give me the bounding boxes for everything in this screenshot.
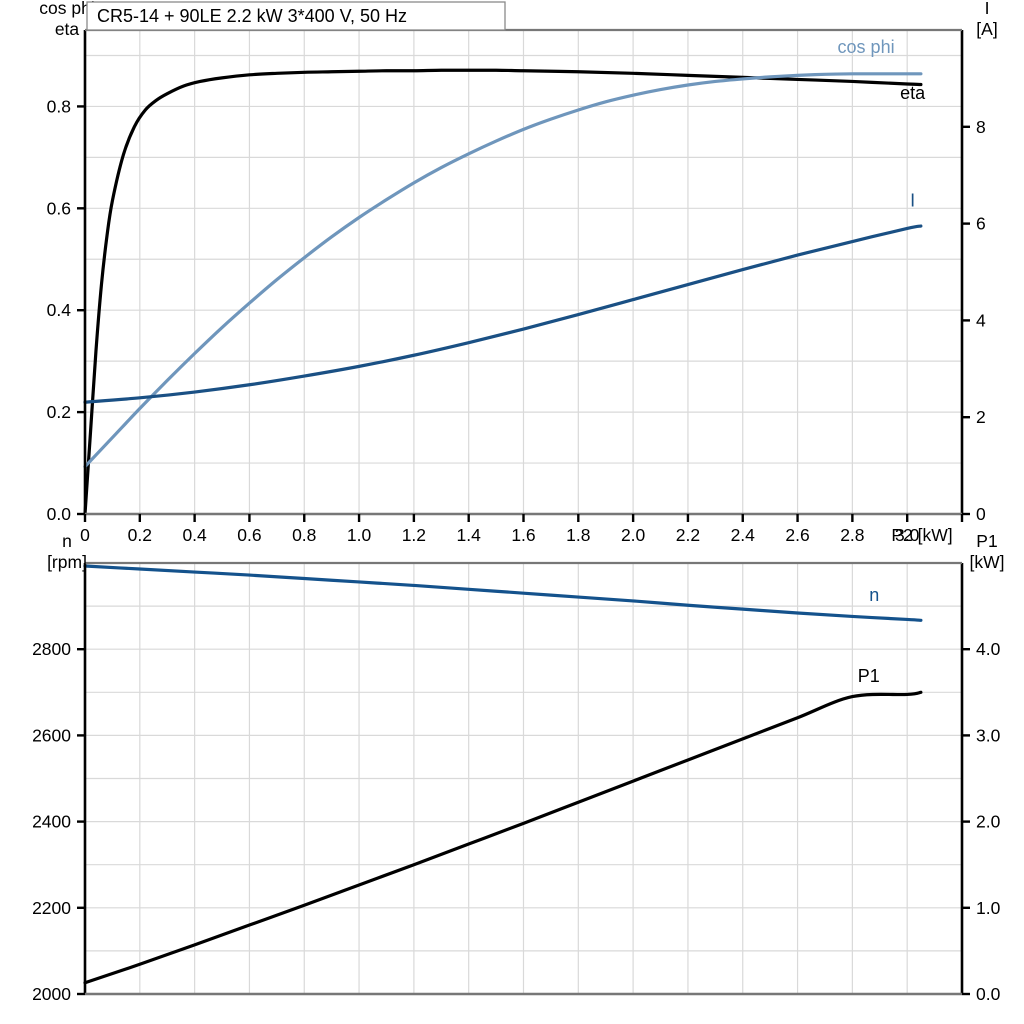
curve-I xyxy=(83,224,923,404)
tick-label-right: 2.0 xyxy=(976,812,1001,832)
tick-label-right: 3.0 xyxy=(976,725,1001,745)
tick-label-right: 0 xyxy=(976,504,986,524)
axis-title-left: cos phi xyxy=(39,0,94,18)
tick-label-right: 1.0 xyxy=(976,898,1001,918)
axis-title-left: n xyxy=(62,531,72,551)
title-box-frame xyxy=(86,1,506,31)
tick-label-bottom: 0.2 xyxy=(128,525,152,545)
tick-label-bottom: 2.0 xyxy=(621,525,646,545)
tick-label-left: 2800 xyxy=(32,639,71,659)
tick-label-right: 6 xyxy=(976,214,986,234)
tick-label-left: 2400 xyxy=(32,812,71,832)
curve-labels: eta cos phi I xyxy=(838,37,927,211)
tick-label-right: 0.0 xyxy=(976,984,1001,1004)
tick-label-right: 8 xyxy=(976,117,986,137)
tick-label-bottom: 0 xyxy=(80,525,90,545)
tick-label-left: 0.4 xyxy=(47,300,72,320)
curve-label-I: I xyxy=(910,191,915,211)
tick-label-left: 0.6 xyxy=(47,198,71,218)
curve-label-n: n xyxy=(869,585,879,605)
curve-n xyxy=(83,564,923,622)
curve-cos_phi xyxy=(83,72,923,469)
tick-label-bottom: 2.8 xyxy=(840,525,864,545)
tick-label-left: 0.2 xyxy=(47,402,71,422)
plot-frame xyxy=(83,561,964,996)
tick-label-left: 0.0 xyxy=(47,504,72,524)
tick-label-bottom: 1.0 xyxy=(347,525,372,545)
tick-label-bottom: 0.6 xyxy=(237,525,261,545)
title-box: CR5-14 + 90LE 2.2 kW 3*400 V, 50 Hz xyxy=(86,1,506,31)
curve-label-P1: P1 xyxy=(858,666,880,686)
axis-title-right: [A] xyxy=(976,19,997,39)
chart-title: CR5-14 + 90LE 2.2 kW 3*400 V, 50 Hz xyxy=(97,6,407,26)
curve-label-cos_phi: cos phi xyxy=(838,37,895,57)
tick-label-right: 4 xyxy=(976,310,986,330)
ticks-and-labels: 2000 2200 2400 2600 2800 0.0 1.0 2.0 3.0 4.0 xyxy=(32,639,1001,1004)
axis-title-bottom: P2 [kW] xyxy=(891,525,952,545)
ticks-and-labels: 0.0 0.2 0.4 0.6 0.8 0 2 4 6 8 0 0.2 0.4 0.6 0.8 1.0 1.2 1… xyxy=(47,96,986,545)
axis-titles: n[rpm] P1[kW] xyxy=(47,531,1004,572)
axis-title-right: P1 xyxy=(976,531,997,551)
tick-label-bottom: 2.6 xyxy=(785,525,809,545)
tick-label-bottom: 1.4 xyxy=(457,525,482,545)
tick-label-right: 2 xyxy=(976,407,986,427)
axis-title-left: eta xyxy=(55,19,80,39)
axis-title-left: [rpm] xyxy=(47,552,87,572)
tick-label-bottom: 1.2 xyxy=(402,525,426,545)
axis-title-right: I xyxy=(985,0,990,18)
tick-label-left: 2000 xyxy=(32,984,71,1004)
tick-label-bottom: 1.8 xyxy=(566,525,590,545)
tick-label-left: 2600 xyxy=(32,725,71,745)
tick-label-bottom: 0.4 xyxy=(182,525,207,545)
tick-label-bottom: 2.4 xyxy=(731,525,756,545)
curves xyxy=(83,68,923,516)
tick-label-left: 2200 xyxy=(32,898,71,918)
axis-title-right: [kW] xyxy=(970,552,1005,572)
tick-label-bottom: 3.0 xyxy=(895,525,920,545)
tick-label-bottom: 2.2 xyxy=(676,525,700,545)
curve-eta xyxy=(83,68,923,516)
chart-bottom-chart: 200022002400260028000.01.02.03.04.0n[rpm… xyxy=(32,531,1004,1004)
chart-top-chart: 0.0 0.2 0.4 0.6 0.8 0 2 4 6 8 0 0.2 0.4 0.6 0.8 1.0 1.2 1… xyxy=(39,0,997,545)
tick-label-left: 0.8 xyxy=(47,96,71,116)
curve-P1 xyxy=(83,690,923,985)
curve-labels: n P1 xyxy=(858,585,880,686)
tick-label-bottom: 0.8 xyxy=(292,525,316,545)
curve-label-eta: eta xyxy=(900,83,926,103)
curves xyxy=(83,564,923,985)
tick-label-bottom: 1.6 xyxy=(511,525,535,545)
gridlines xyxy=(85,563,962,994)
tick-label-right: 4.0 xyxy=(976,639,1001,659)
